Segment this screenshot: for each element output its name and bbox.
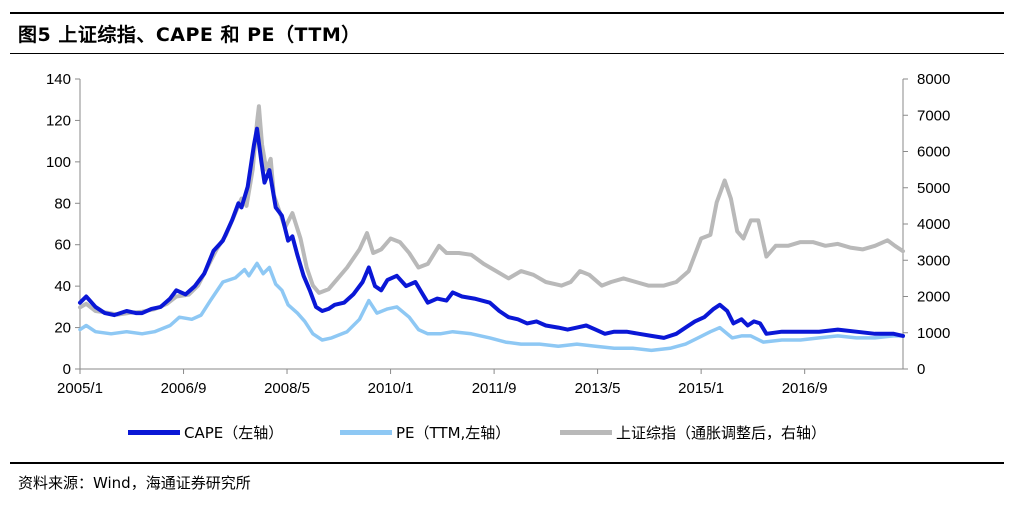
left-tick-label: 40 — [54, 278, 71, 295]
chart-series — [78, 104, 905, 353]
right-tick-label: 8000 — [917, 71, 950, 88]
x-tick-label: 2016/9 — [782, 380, 828, 397]
legend-item-pe: PE（TTM,左轴） — [340, 420, 510, 444]
chart-axes: 0 20 40 60 80 100 120 140 0 1000 2000 3000 4000 5000 6… — [46, 71, 950, 397]
title-rule — [10, 53, 1004, 54]
left-tick-label: 80 — [54, 195, 71, 212]
legend-swatch-cape — [128, 429, 180, 435]
left-tick-label: 100 — [46, 154, 71, 171]
right-tick-label: 6000 — [917, 144, 950, 161]
right-tick-label: 3000 — [917, 252, 950, 269]
bottom-rule — [10, 462, 1004, 464]
legend-label-index: 上证综指（通胀调整后，右轴） — [616, 423, 827, 442]
right-tick-label: 7000 — [917, 107, 950, 124]
x-tick-label: 2010/1 — [368, 380, 414, 397]
line-chart: 0 20 40 60 80 100 120 140 0 1000 2000 3000 4000 5000 6… — [46, 71, 950, 397]
figure-title: 图5 上证综指、CAPE 和 PE（TTM） — [18, 24, 361, 46]
left-tick-label: 20 — [54, 320, 71, 337]
x-tick-label: 2005/1 — [57, 380, 103, 397]
x-tick-label: 2008/5 — [264, 380, 310, 397]
right-tick-label: 2000 — [917, 289, 950, 306]
legend-item-index: 上证综指（通胀调整后，右轴） — [560, 420, 826, 444]
legend-label-cape: CAPE（左轴） — [184, 423, 284, 442]
x-tick-label: 2011/9 — [472, 380, 517, 397]
chart-legend: CAPE（左轴） PE（TTM,左轴） 上证综指（通胀调整后，右轴） — [0, 420, 1014, 444]
right-tick-label: 1000 — [917, 325, 950, 342]
left-tick-label: 120 — [46, 112, 71, 129]
top-rule — [10, 12, 1004, 14]
left-tick-label: 0 — [63, 361, 71, 378]
right-tick-label: 5000 — [917, 180, 950, 197]
source-note: 资料来源：Wind，海通证券研究所 — [18, 474, 251, 492]
legend-swatch-pe — [340, 429, 392, 435]
x-tick-label: 2015/1 — [678, 380, 724, 397]
pe-line — [78, 261, 905, 353]
x-tick-label: 2013/5 — [575, 380, 621, 397]
legend-item-cape: CAPE（左轴） — [128, 420, 283, 444]
cape-line — [78, 126, 905, 340]
x-tick-label: 2006/9 — [161, 380, 207, 397]
legend-swatch-index — [560, 429, 612, 435]
legend-label-pe: PE（TTM,左轴） — [396, 423, 511, 442]
right-tick-label: 0 — [917, 361, 925, 378]
right-tick-label: 4000 — [917, 216, 950, 233]
index-line — [78, 104, 905, 317]
left-tick-label: 140 — [46, 71, 71, 88]
left-tick-label: 60 — [54, 237, 71, 254]
